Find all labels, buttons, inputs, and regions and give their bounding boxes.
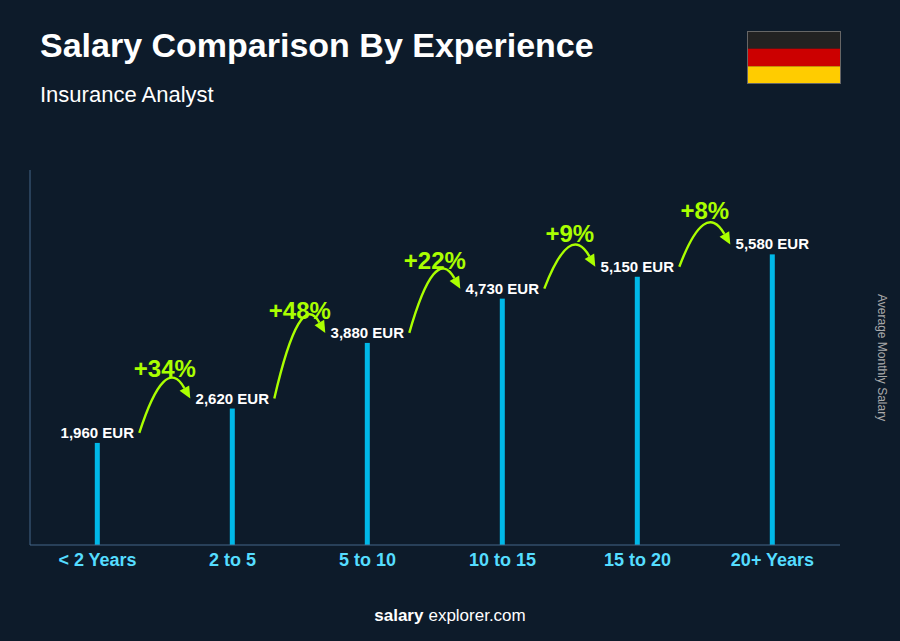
- svg-text:2,620 EUR: 2,620 EUR: [196, 390, 270, 407]
- svg-text:10 to 15: 10 to 15: [469, 550, 536, 570]
- html-text:Salary Comparison By Experienc: Salary Comparison By Experience: [40, 26, 594, 64]
- svg-text:+34%: +34%: [134, 355, 196, 382]
- html-text:Average Monthly Salary: Average Monthly Salary: [875, 293, 889, 422]
- svg-text:+48%: +48%: [269, 297, 331, 324]
- svg-text:+22%: +22%: [404, 247, 466, 274]
- svg-text:15 to 20: 15 to 20: [604, 550, 671, 570]
- svg-text:+9%: +9%: [545, 220, 594, 247]
- svg-text:< 2 Years: < 2 Years: [58, 550, 136, 570]
- svg-text:5 to 10: 5 to 10: [339, 550, 396, 570]
- svg-text:2 to 5: 2 to 5: [209, 550, 256, 570]
- html-text:Insurance Analyst: Insurance Analyst: [40, 82, 214, 107]
- svg-text:1,960 EUR: 1,960 EUR: [61, 424, 135, 441]
- svg-text:3,880 EUR: 3,880 EUR: [331, 324, 405, 341]
- svg-text:20+ Years: 20+ Years: [731, 550, 814, 570]
- svg-text:+8%: +8%: [680, 197, 729, 224]
- svg-text:5,150 EUR: 5,150 EUR: [601, 258, 675, 275]
- svg-text:5,580 EUR: 5,580 EUR: [736, 235, 810, 252]
- html-text:salary explorer.com: salary explorer.com: [374, 606, 526, 625]
- svg-text:4,730 EUR: 4,730 EUR: [466, 280, 540, 297]
